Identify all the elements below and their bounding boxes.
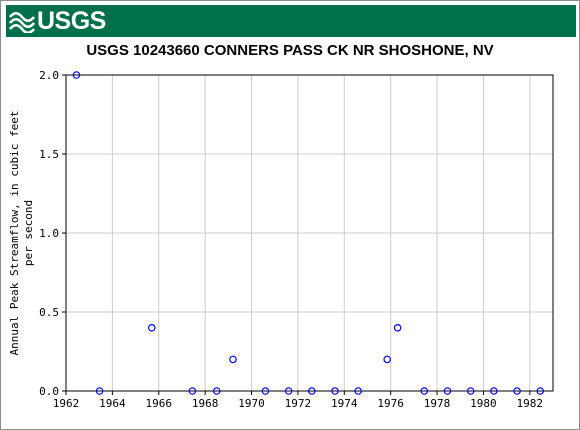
x-tick-label: 1980	[470, 397, 497, 410]
usgs-logo[interactable]: USGS	[9, 7, 106, 35]
y-axis-title-line-2: per second	[22, 200, 35, 266]
data-points	[72, 71, 545, 395]
axis-ticks: 1962 1964 1966 1968 1970 1972 1974 1976 1978 1980…	[39, 69, 543, 410]
data-point	[284, 387, 293, 395]
data-point	[536, 387, 545, 395]
data-point	[354, 387, 363, 395]
usgs-banner: USGS	[6, 5, 576, 37]
data-point	[188, 387, 197, 395]
x-tick-label: 1976	[377, 397, 404, 410]
chart-title: USGS 10243660 CONNERS PASS CK NR SHOSHON…	[86, 42, 494, 59]
usgs-logo-text: USGS	[37, 6, 106, 35]
data-point	[420, 387, 429, 395]
data-point	[513, 387, 521, 395]
data-point	[393, 323, 402, 332]
data-point	[95, 387, 104, 395]
data-point	[148, 323, 156, 332]
x-tick-label: 1968	[192, 397, 219, 410]
data-point	[331, 387, 339, 395]
data-point	[383, 355, 391, 364]
data-point	[308, 387, 316, 395]
grid-lines	[65, 74, 553, 392]
y-axis-title-line-1: Annual Peak Streamflow, in cubic feet	[8, 110, 21, 355]
x-tick-label: 1966	[146, 397, 173, 410]
y-tick-label: 1.0	[39, 227, 59, 240]
y-tick-label: 2.0	[39, 69, 59, 82]
data-point	[212, 387, 221, 395]
y-tick-label: 0.5	[39, 306, 59, 319]
data-point	[229, 355, 237, 364]
x-tick-label: 1974	[331, 397, 358, 410]
data-point	[443, 387, 452, 395]
x-tick-label: 1962	[53, 397, 80, 410]
x-tick-label: 1982	[517, 397, 544, 410]
y-tick-label: 1.5	[39, 148, 59, 161]
x-tick-label: 1972	[285, 397, 312, 410]
x-tick-label: 1964	[99, 397, 126, 410]
data-point	[490, 387, 498, 395]
usgs-wave-icon	[9, 11, 35, 33]
data-point	[72, 71, 81, 79]
x-tick-label: 1978	[424, 397, 451, 410]
y-tick-label: 0.0	[39, 385, 59, 398]
x-tick-label: 1970	[238, 397, 265, 410]
data-point	[466, 387, 475, 395]
data-point	[261, 387, 270, 395]
